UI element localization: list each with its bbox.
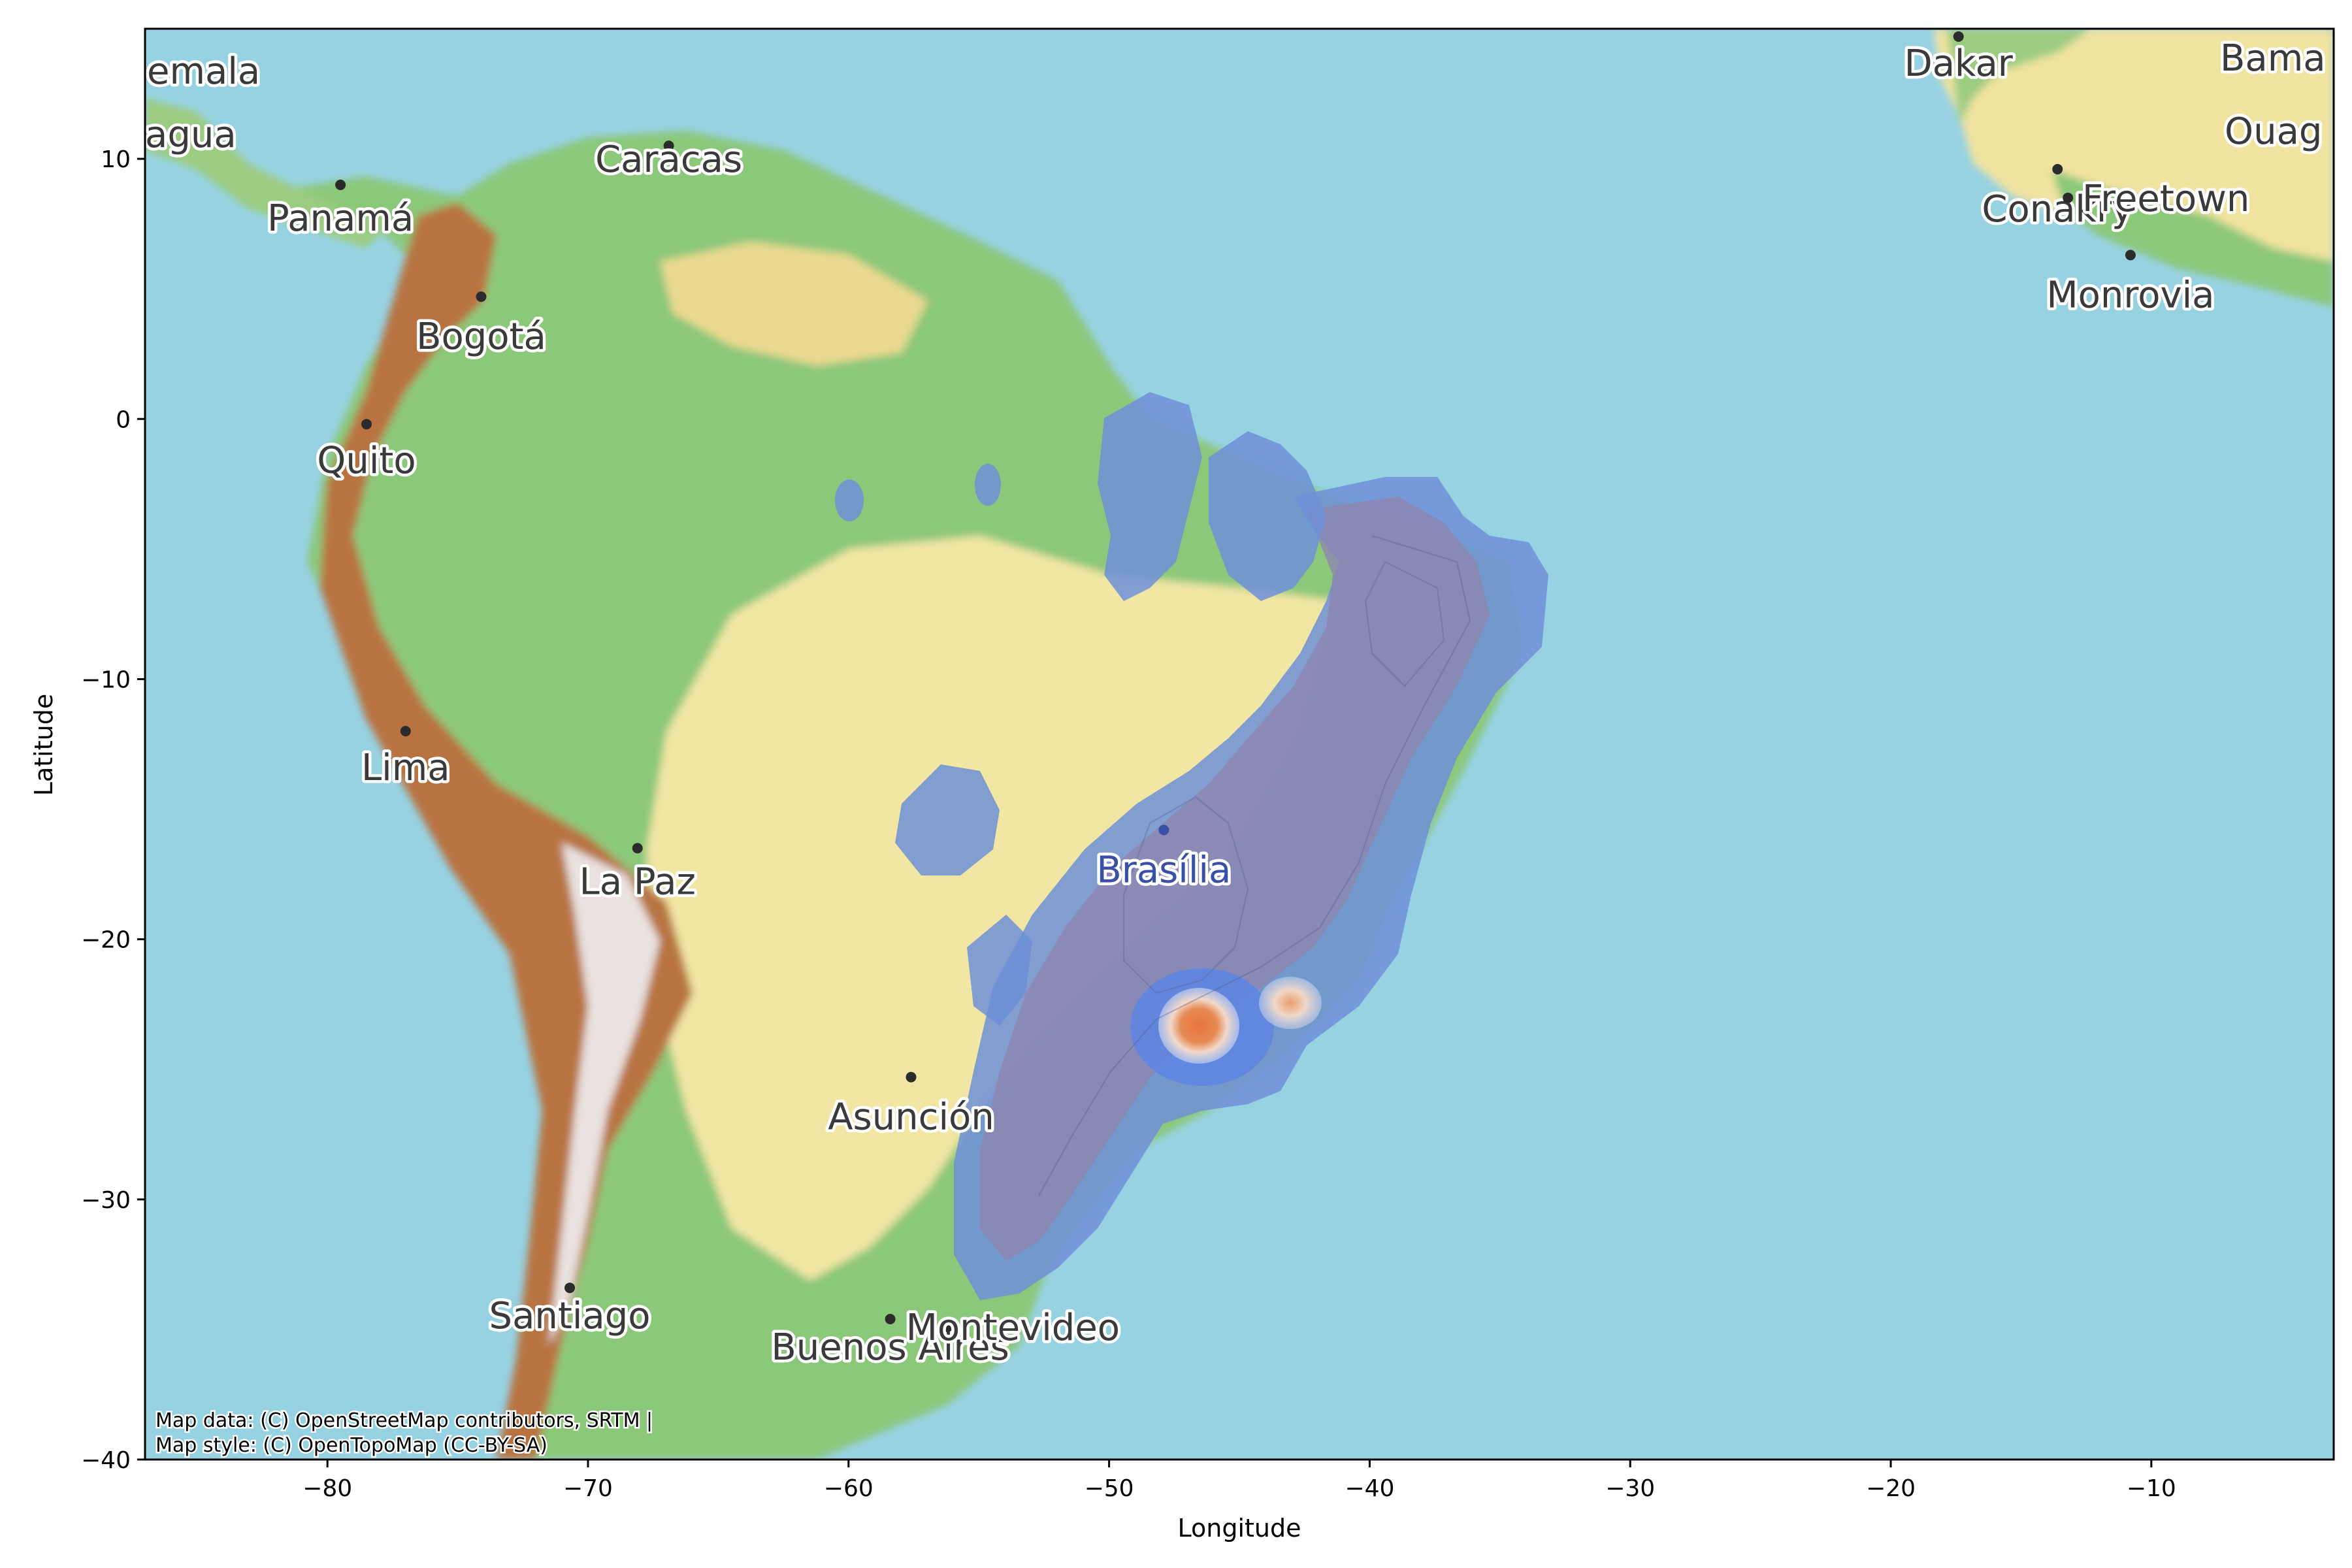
map-plot-area[interactable]: Caracas Panamá Bogotá Quito Lima La Paz Brasíl… [145,29,2334,1460]
city-marker [1158,825,1169,836]
city-marker [1953,31,1964,42]
city-label: Bogotá [416,316,546,358]
city-layer: Caracas Panamá Bogotá Quito Lima La Paz Brasíl… [145,31,2328,1371]
city-marker [942,1321,953,1332]
city-label: Dakar [1904,42,2014,85]
density-peak-rio [1259,977,1322,1029]
density-region-north-coast [1209,431,1326,601]
city-marker [564,1282,576,1294]
density-contour [1038,535,1471,1196]
density-region-amazon-mouth [1098,392,1202,601]
city-marker [335,179,346,190]
city-marker [663,140,674,152]
city-label: Quito [317,440,416,482]
city-label-partial: emala [147,50,260,93]
y-axis: 10 0 −10 −20 −30 −40 [81,146,145,1474]
city-marker [2063,192,2074,203]
city-label: Monrovia [2046,274,2214,316]
y-axis-title: Latitude [29,694,58,796]
africa-coast-green [2051,170,2334,307]
density-region-purple [980,497,1490,1261]
city-label: Freetown [2082,178,2249,220]
x-tick-label: −40 [1345,1475,1394,1502]
city-label: Conakry [1982,188,2133,231]
density-peak-sao-paulo [1158,988,1239,1064]
y-tick-label: −20 [81,927,131,954]
city-marker [2125,250,2136,261]
city-marker [906,1071,917,1083]
city-label: Caracas [595,139,742,181]
density-blob-amazon-2 [975,464,1001,506]
x-tick-label: −80 [302,1475,352,1502]
city-label: Brasília [1096,849,1231,891]
city-marker [2052,164,2063,175]
city-label: Buenos Aires [771,1326,1009,1369]
west-africa-landmass [1934,29,2334,307]
city-label: Santiago [489,1295,651,1337]
y-tick-label: −30 [81,1187,131,1214]
x-axis: −80 −70 −60 −50 −40 −30 −20 −10 [302,1460,2176,1502]
density-contour [1123,796,1249,994]
y-tick-label: 0 [116,406,131,433]
city-marker [361,419,372,430]
city-label: La Paz [580,860,696,903]
city-label: Asunción [828,1096,994,1139]
andes-snow [549,843,660,1346]
central-america [145,98,392,248]
x-tick-label: −30 [1605,1475,1655,1502]
x-axis-title: Longitude [1178,1514,1301,1543]
y-tick-label: −10 [81,666,131,693]
x-tick-label: −10 [2127,1475,2176,1502]
city-label: Panamá [267,197,414,240]
y-tick-label: 10 [101,146,131,173]
city-label-partial: agua [145,114,237,156]
city-marker [476,291,487,302]
density-region-west [895,764,1000,875]
density-region-pantanal [967,915,1032,1026]
x-tick-label: −70 [563,1475,613,1502]
density-contour [1364,561,1445,687]
city-label-partial: Bama [2220,37,2326,80]
city-label-partial: Ouag [2225,110,2322,153]
city-label: Montevideo [906,1307,1120,1349]
city-marker [632,843,643,854]
city-marker [885,1313,896,1324]
density-blob-amazon-1 [835,480,864,521]
x-tick-label: −50 [1085,1475,1134,1502]
africa-green [1947,29,2091,124]
x-tick-label: −60 [824,1475,874,1502]
guiana-highlands [660,242,928,366]
x-tick-label: −20 [1866,1475,1916,1502]
continent-highland-yellow [647,536,1339,1281]
city-marker [400,726,411,737]
density-overlay [835,392,1548,1300]
attribution-line-2: Map style: (C) OpenTopoMap (CC-BY-SA) [155,1434,547,1457]
city-label: Lima [361,747,450,789]
plot-frame [144,27,2335,1461]
attribution-line-1: Map data: (C) OpenStreetMap contributors… [155,1409,653,1432]
y-tick-label: −40 [81,1447,131,1474]
